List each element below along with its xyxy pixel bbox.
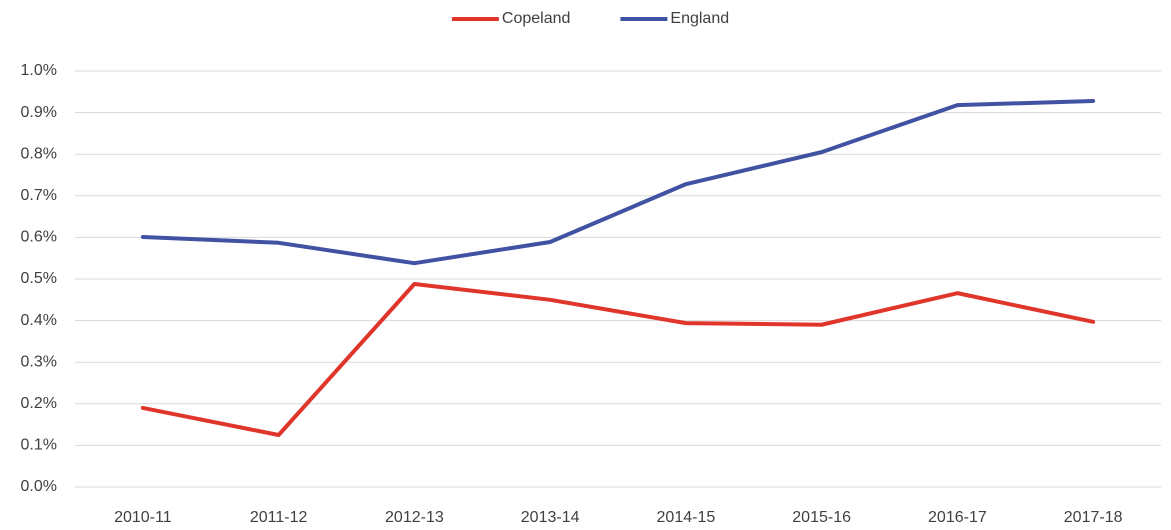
x-tick-label: 2014-15 xyxy=(657,509,716,526)
y-tick-label: 0.4% xyxy=(21,312,57,329)
y-tick-label: 0.2% xyxy=(21,395,57,412)
y-tick-label: 0.3% xyxy=(21,353,57,370)
series-line xyxy=(140,98,1096,266)
legend-label: England xyxy=(670,10,729,27)
x-tick-label: 2015-16 xyxy=(792,509,851,526)
x-tick-label: 2011-12 xyxy=(250,509,308,526)
y-tick-label: 1.0% xyxy=(21,62,57,79)
y-tick-label: 0.6% xyxy=(21,229,57,246)
y-tick-label: 0.9% xyxy=(21,104,57,121)
x-tick-label: 2013-14 xyxy=(521,509,580,526)
y-tick-label: 0.5% xyxy=(21,270,57,287)
y-tick-label: 0.1% xyxy=(21,437,57,454)
y-tick-label: 0.0% xyxy=(21,478,57,495)
y-tick-label: 0.8% xyxy=(21,145,57,162)
y-tick-label: 0.7% xyxy=(21,187,57,204)
x-tick-label: 2010-11 xyxy=(114,509,172,526)
x-tick-label: 2016-17 xyxy=(928,509,987,526)
x-tick-label: 2017-18 xyxy=(1064,509,1123,526)
x-tick-label: 2012-13 xyxy=(385,509,444,526)
series-line xyxy=(140,281,1096,437)
legend-label: Copeland xyxy=(502,10,571,27)
